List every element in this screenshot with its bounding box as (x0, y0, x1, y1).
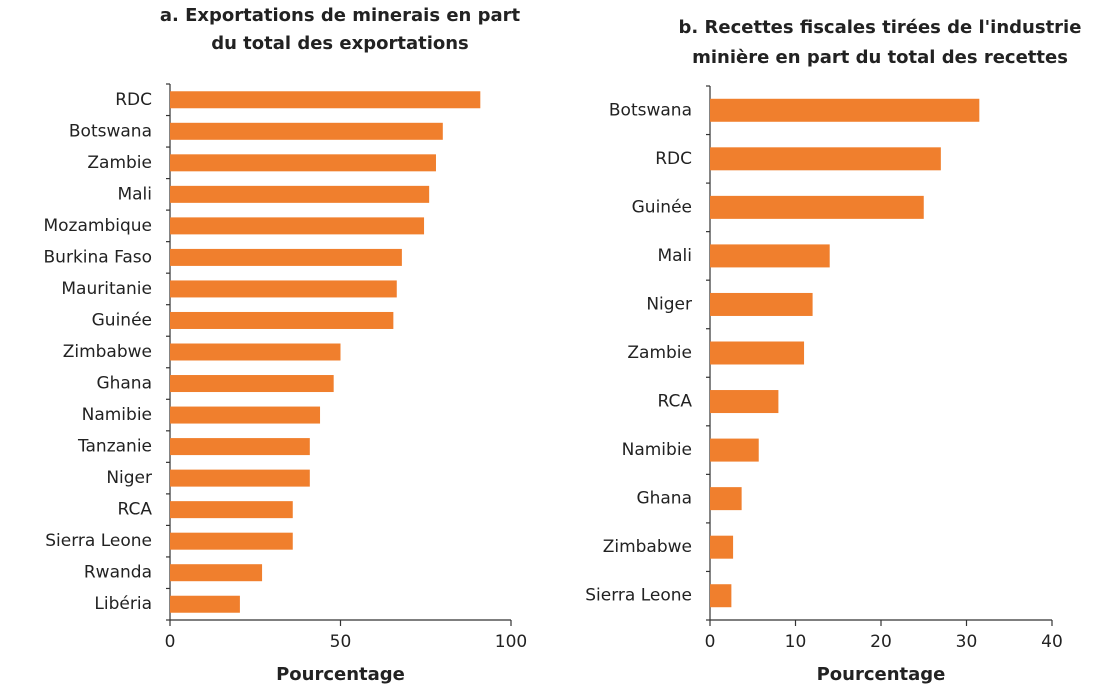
bar (710, 147, 941, 171)
y-tick-label: RDC (115, 90, 152, 110)
y-tick-label: Botswana (609, 100, 692, 120)
bar (170, 532, 293, 550)
bar (170, 406, 321, 424)
y-tick-label: Botswana (69, 121, 152, 141)
y-tick-label: Guinée (92, 310, 152, 330)
bar (710, 390, 779, 414)
x-tick-label: 0 (705, 632, 716, 652)
bar (170, 375, 334, 393)
y-tick-label: Namibie (622, 440, 692, 460)
chart-title: a. Exportations de minerais en part (160, 5, 521, 26)
y-tick-label: Sierra Leone (585, 586, 692, 606)
bar (710, 292, 813, 316)
y-tick-label: Zambie (627, 343, 692, 363)
bar (170, 280, 397, 298)
y-tick-label: Zimbabwe (603, 537, 692, 557)
x-tick-label: 10 (785, 632, 807, 652)
y-tick-label: Mali (657, 246, 692, 266)
bar (710, 341, 805, 365)
bar (170, 154, 436, 172)
bar (710, 244, 830, 268)
y-tick-label: Guinée (632, 197, 692, 217)
bar (170, 343, 341, 361)
bar (170, 564, 263, 582)
bar (170, 595, 240, 613)
x-tick-label: 20 (870, 632, 892, 652)
bar (170, 185, 430, 203)
x-tick-label: 100 (495, 632, 527, 652)
bar (170, 217, 425, 235)
bar (710, 535, 734, 559)
chart-title: du total des exportations (211, 33, 469, 54)
x-tick-label: 0 (165, 632, 176, 652)
y-tick-label: Mauritanie (61, 279, 152, 299)
x-axis-label: Pourcentage (817, 664, 946, 685)
y-tick-label: Ghana (636, 489, 692, 509)
bar (710, 438, 759, 462)
x-tick-label: 40 (1041, 632, 1063, 652)
y-tick-label: Ghana (96, 374, 152, 394)
y-tick-label: Niger (646, 294, 692, 314)
x-tick-label: 30 (956, 632, 978, 652)
bar (710, 487, 742, 511)
y-tick-label: RCA (118, 500, 153, 520)
bar (710, 98, 980, 122)
bar (710, 195, 924, 219)
x-tick-label: 50 (330, 632, 352, 652)
bar (170, 438, 310, 456)
y-tick-label: Libéria (94, 594, 152, 614)
bar (170, 469, 310, 487)
y-tick-label: Mozambique (43, 216, 152, 236)
y-tick-label: Tanzanie (77, 437, 152, 457)
bar (170, 91, 481, 109)
y-tick-label: Niger (106, 468, 152, 488)
chart-title: b. Recettes fiscales tirées de l'industr… (679, 17, 1082, 38)
y-tick-label: Mali (117, 184, 152, 204)
bar (170, 501, 293, 519)
bar (170, 311, 394, 329)
y-tick-label: Zimbabwe (63, 342, 152, 362)
bar (170, 248, 402, 266)
y-tick-label: RDC (655, 149, 692, 169)
x-axis-label: Pourcentage (276, 664, 405, 685)
bar (170, 122, 443, 140)
y-tick-label: Namibie (82, 405, 152, 425)
y-tick-label: Burkina Faso (44, 247, 152, 267)
chart-title: minière en part du total des recettes (692, 47, 1068, 68)
y-tick-label: Zambie (87, 153, 152, 173)
y-tick-label: Rwanda (84, 563, 152, 583)
y-tick-label: RCA (658, 392, 693, 412)
bar (710, 584, 732, 608)
y-tick-label: Sierra Leone (45, 531, 152, 551)
